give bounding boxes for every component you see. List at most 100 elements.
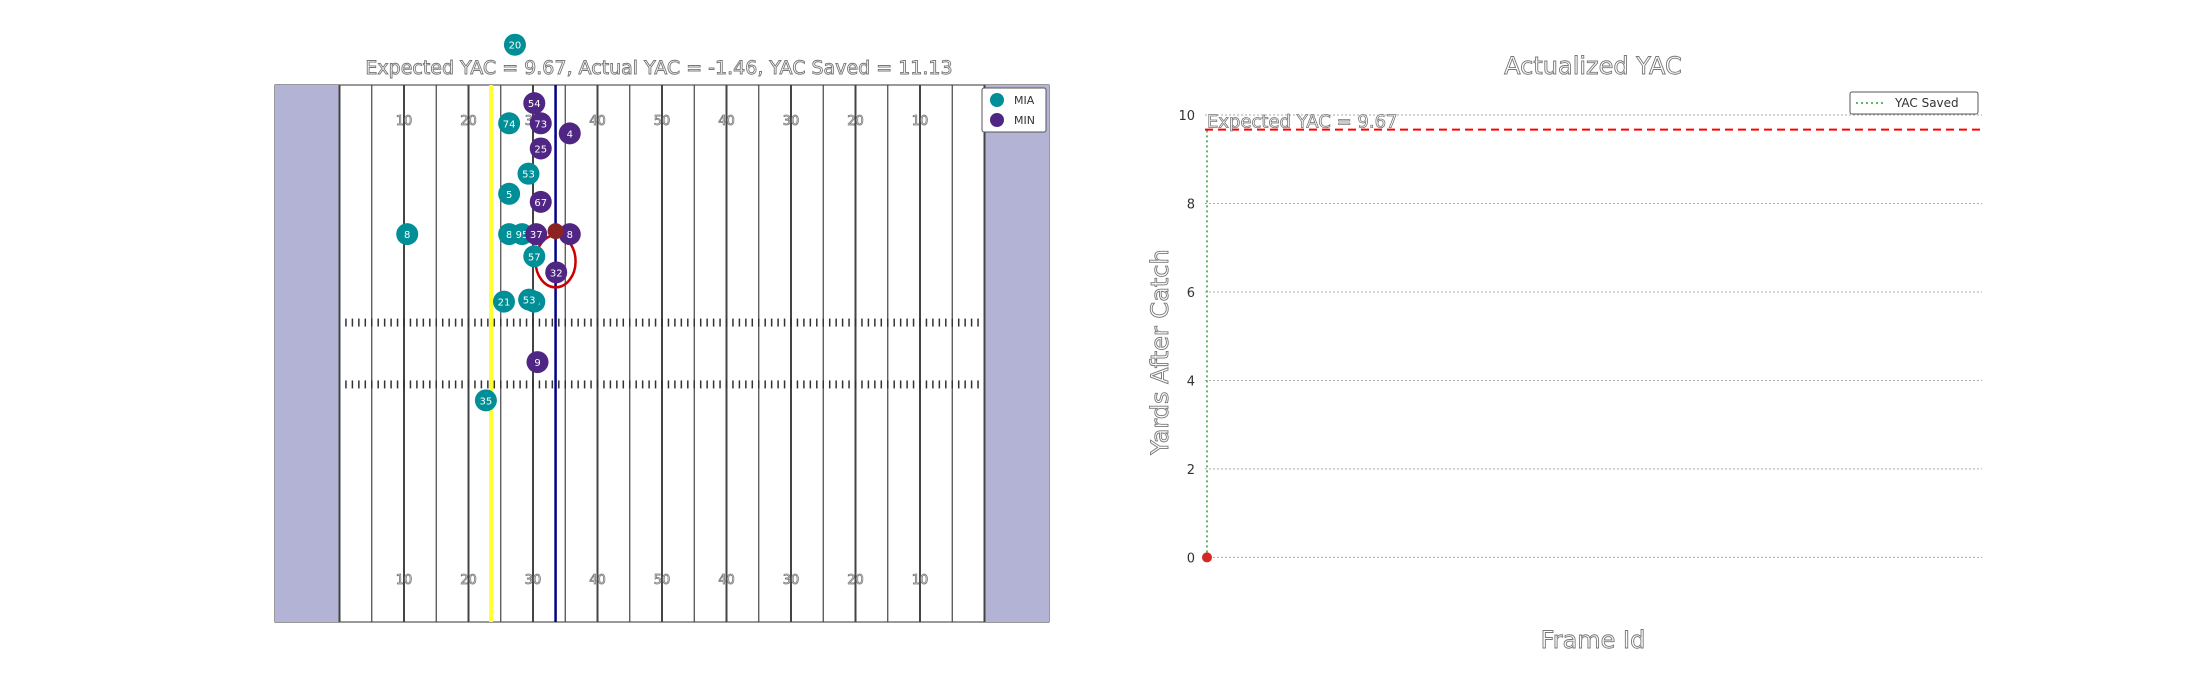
y-tick-labels: 0 2 4 6 8 10 [1178,109,1195,566]
player-min: 73 [529,112,552,135]
yac-plot: Actualized YAC 0 2 4 6 8 10 Expected YAC = 9.… [1146,52,1982,654]
player-number: 4 [567,129,573,140]
player-min: 54 [523,92,546,115]
player-min: 4 [558,122,581,145]
player-number: 35 [480,396,493,407]
player-number: 54 [528,99,541,110]
player-mia: 8 [396,223,419,246]
player-mia: 53 [518,288,541,311]
y-tick-label: 8 [1187,197,1195,212]
player-dot-min [558,223,581,246]
yac-plot-title: Actualized YAC [1504,52,1682,80]
player-dot-mia [523,245,546,268]
player-number: 9 [534,358,540,369]
player-number: 8 [404,230,410,241]
player-min: 37 [525,223,548,246]
yard-lines [338,85,986,622]
yard-number: 30 [525,573,542,588]
y-tick-label: 0 [1187,551,1195,566]
yard-number: 20 [847,573,864,588]
yard-number: 30 [783,573,800,588]
y-tick-label: 6 [1187,286,1195,301]
player-number: 95 [516,230,529,241]
player-dot-mia [492,290,515,313]
legend-marker-mia [990,93,1004,107]
football [547,223,564,240]
player-min: 9 [526,351,549,374]
right-endzone [984,85,1049,622]
player-number: 67 [534,198,547,209]
player-dot-mia [498,182,521,205]
player-dot-min [525,223,548,246]
field-title: Expected YAC = 9.67, Actual YAC = -1.46,… [365,57,952,79]
player-dot-min [529,137,552,160]
yard-numbers: 101020203030404050504040303020201010 [395,114,929,589]
player-mia: 74 [498,112,521,135]
player-dot-mia [518,288,541,311]
y-axis-label: Yards After Catch [1146,249,1174,455]
yard-number: 20 [460,573,477,588]
player-number: 8 [506,230,512,241]
player-number: 5 [506,190,512,201]
actual-yac-point [1202,552,1212,563]
player-mia: 5 [498,182,521,205]
yard-number: 40 [589,573,606,588]
legend-marker-min [990,113,1004,127]
player-number: 37 [530,230,543,241]
legend-label-yac-saved: YAC Saved [1894,96,1959,110]
left-endzone [275,85,340,622]
yard-number: 40 [718,114,735,129]
player-dot-min [523,92,546,115]
yard-number: 40 [718,573,735,588]
y-gridlines [1205,114,1982,558]
player-number: 21 [498,298,511,309]
expected-yac-label: Expected YAC = 9.67 [1207,112,1397,133]
player-min: 32 [545,261,568,284]
player-dot-mia [517,162,540,185]
player-mia: 21 [492,290,515,313]
player-number: 57 [528,252,541,263]
player-number: 8 [567,230,573,241]
player-dot-mia [474,389,497,412]
players: 857485395572321533520547342567378329 [396,33,581,412]
player-min: 8 [558,223,581,246]
hash-marks [345,318,979,389]
y-tick-label: 2 [1187,463,1195,478]
player-number: 73 [534,119,547,130]
player-mia: 57 [523,245,546,268]
player-min: 25 [529,137,552,160]
yard-number: 50 [654,573,671,588]
player-number: 25 [534,144,547,155]
yard-number: 30 [783,114,800,129]
player-dot-min [526,351,549,374]
player-number: 32 [550,268,563,279]
player-mia: 53 [517,162,540,185]
player-dot-min [529,112,552,135]
legend-label-min: MIN [1014,114,1035,127]
yard-number: 10 [396,573,413,588]
field-legend: MIA MIN [981,87,1047,133]
player-mia: 35 [474,389,497,412]
field-plot: Expected YAC = 9.67, Actual YAC = -1.46,… [274,33,1050,623]
x-axis-label: Frame Id [1541,626,1646,654]
yac-legend: YAC Saved [1849,91,1979,115]
legend-label-mia: MIA [1014,94,1035,107]
y-tick-label: 4 [1187,374,1195,389]
player-mia: 20 [503,33,526,56]
player-dot-min [529,190,552,213]
player-number: 74 [503,119,516,130]
player-dot-min [545,261,568,284]
player-dot-min [558,122,581,145]
yard-number: 20 [847,114,864,129]
y-tick-label: 10 [1178,109,1195,124]
player-dot-mia [498,112,521,135]
yard-number: 10 [912,573,929,588]
player-number: 53 [523,296,536,307]
player-dot-mia [396,223,419,246]
player-number: 53 [522,170,535,181]
yard-number: 10 [396,114,413,129]
yard-number: 40 [589,114,606,129]
yard-number: 20 [460,114,477,129]
player-number: 20 [509,41,522,52]
